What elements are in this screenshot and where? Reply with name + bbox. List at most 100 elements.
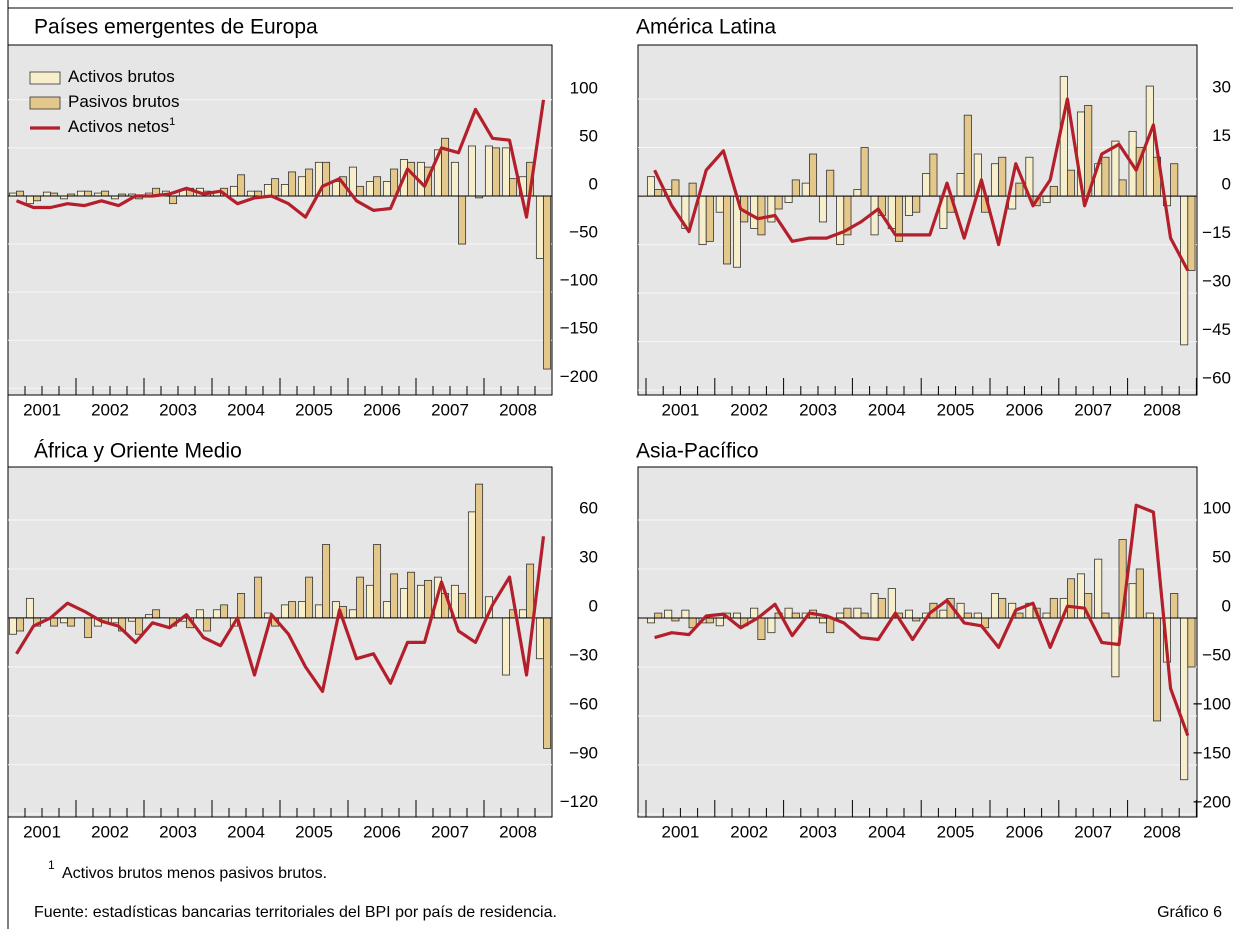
bar — [67, 617, 76, 627]
bar — [373, 176, 382, 197]
bar — [826, 169, 835, 197]
x-tick-label: 2001 — [23, 822, 61, 841]
bar — [365, 584, 374, 619]
bar — [509, 178, 518, 197]
bar — [904, 195, 913, 216]
bar — [416, 584, 425, 619]
bar — [654, 612, 663, 619]
bar — [818, 617, 827, 624]
y-tick-label: −200 — [560, 367, 598, 386]
bar — [212, 609, 221, 619]
bar — [809, 153, 818, 197]
bar — [698, 195, 707, 245]
bar — [1049, 185, 1058, 197]
bar — [467, 511, 476, 619]
bar — [526, 563, 535, 619]
bar — [990, 163, 999, 197]
y-tick-label: −45 — [1202, 320, 1231, 339]
bar — [110, 617, 119, 624]
bar — [297, 176, 306, 197]
bar — [475, 483, 484, 619]
bar — [860, 147, 869, 197]
panel-title: Asia-Pacífico — [636, 440, 759, 463]
bar — [929, 153, 938, 197]
bar — [501, 617, 510, 676]
bar — [784, 195, 793, 203]
bar — [922, 173, 931, 197]
bar — [1111, 617, 1120, 678]
bar — [1076, 573, 1085, 619]
bar — [801, 182, 810, 197]
y-tick-label: 50 — [1212, 547, 1231, 566]
x-tick-label: 2007 — [431, 822, 469, 841]
bar — [322, 161, 331, 197]
bar — [750, 607, 759, 619]
bar — [237, 593, 246, 619]
bar — [42, 191, 51, 197]
bar — [501, 147, 510, 197]
bar — [1180, 617, 1189, 781]
bar — [912, 195, 921, 213]
bar — [543, 617, 552, 749]
bar — [853, 607, 862, 619]
y-tick-label: −100 — [1193, 695, 1231, 714]
bar — [76, 190, 85, 197]
bar — [973, 612, 982, 619]
y-tick-label: 50 — [579, 126, 598, 145]
y-tick-label: 0 — [1222, 596, 1231, 615]
bar — [467, 145, 476, 197]
y-tick-label: −50 — [569, 223, 598, 242]
bar — [458, 593, 467, 619]
bar — [203, 617, 212, 632]
bar — [750, 195, 759, 229]
y-tick-label: 60 — [579, 499, 598, 518]
bar — [998, 597, 1007, 619]
x-tick-label: 2005 — [937, 400, 975, 419]
bar — [237, 174, 246, 197]
legend-swatch — [29, 96, 61, 110]
y-tick-label: −100 — [560, 271, 598, 290]
bar — [705, 195, 714, 242]
net-line — [15, 536, 546, 693]
bar — [535, 617, 544, 660]
panel-title: América Latina — [636, 16, 776, 39]
y-tick-label: 30 — [579, 547, 598, 566]
bar — [1015, 182, 1024, 197]
figure-label: Gráfico 6 — [1157, 904, 1222, 921]
x-tick-label: 2002 — [730, 822, 768, 841]
bar — [715, 617, 724, 627]
bar — [407, 571, 416, 619]
y-tick-label: −30 — [569, 645, 598, 664]
x-tick-label: 2006 — [1005, 400, 1043, 419]
y-tick-label: −150 — [1193, 744, 1231, 763]
bar — [25, 597, 34, 619]
x-tick-label: 2006 — [363, 822, 401, 841]
net-line — [653, 97, 1190, 272]
bar — [263, 184, 272, 197]
x-tick-label: 2006 — [1005, 822, 1043, 841]
x-tick-label: 2003 — [159, 822, 197, 841]
y-tick-label: 100 — [1203, 498, 1231, 517]
bar — [1187, 195, 1196, 271]
x-tick-label: 2007 — [431, 400, 469, 419]
bar — [757, 617, 766, 640]
bar — [314, 604, 323, 619]
bar — [870, 593, 879, 619]
bar — [1042, 612, 1051, 619]
bar — [836, 195, 845, 245]
legend-swatch — [29, 71, 61, 85]
bar — [1128, 583, 1137, 619]
bar — [1067, 169, 1076, 197]
bar — [1059, 75, 1068, 197]
footnote-text: Activos brutos menos pasivos brutos. — [62, 865, 327, 882]
bar — [135, 617, 144, 635]
bar — [646, 176, 655, 197]
x-tick-label: 2002 — [730, 400, 768, 419]
bar — [382, 181, 391, 197]
x-tick-label: 2001 — [23, 400, 61, 419]
x-tick-label: 2008 — [499, 400, 537, 419]
bar — [280, 604, 289, 619]
bar — [305, 576, 314, 619]
legend-label: Activos brutos — [68, 67, 175, 86]
